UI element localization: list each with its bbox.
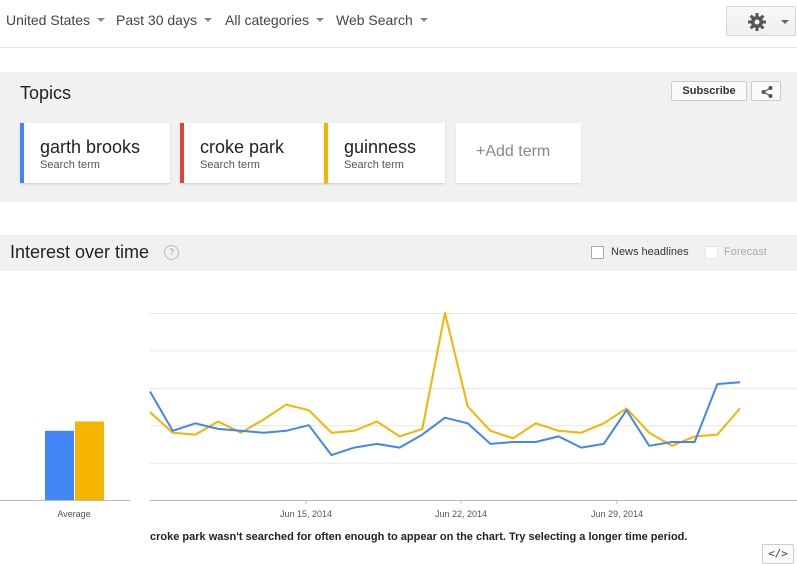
term-sublabel: Search term <box>40 159 100 171</box>
series-line-garth-brooks <box>149 381 741 457</box>
term-color-bar <box>324 123 328 183</box>
chevron-down-icon <box>316 18 325 23</box>
x-tick-label: Jun 15, 2014 <box>280 509 332 519</box>
interest-chart: Average Jun 15, 2014 Jun 22, 2014 Jun 29, 2… <box>0 312 797 519</box>
news-headlines-label: News headlines <box>611 246 689 258</box>
gear-icon <box>748 13 766 31</box>
interest-header: Interest over time ? News headlines Fore… <box>0 235 797 271</box>
settings-button[interactable] <box>726 6 796 36</box>
term-label: garth brooks <box>40 137 141 157</box>
search-type-dropdown[interactable]: Web Search <box>336 12 428 28</box>
time-label: Past 30 days <box>116 12 197 28</box>
series-line-guinness <box>149 312 741 447</box>
share-button[interactable] <box>751 81 781 101</box>
add-term-label: +Add term <box>476 143 551 160</box>
time-dropdown[interactable]: Past 30 days <box>116 12 212 28</box>
add-term-button[interactable]: +Add term <box>456 123 581 183</box>
search-type-label: Web Search <box>336 12 413 28</box>
share-icon <box>761 86 773 98</box>
average-label: Average <box>57 509 90 519</box>
term-label: guinness <box>344 137 417 157</box>
help-icon[interactable]: ? <box>164 245 179 260</box>
category-label: All categories <box>225 12 310 28</box>
topics-title: Topics <box>20 83 72 103</box>
region-label: United States <box>6 12 91 28</box>
x-tick-label: Jun 29, 2014 <box>591 509 643 519</box>
average-bar-garth-brooks <box>45 430 74 500</box>
warning-message: croke park wasn't searched for often eno… <box>150 531 688 543</box>
term-sublabel: Search term <box>344 159 404 171</box>
chevron-down-icon <box>203 18 212 23</box>
topics-panel: Topics Subscribe garth brooks Search ter… <box>0 72 797 202</box>
term-sublabel: Search term <box>200 159 260 171</box>
filter-bar: United States Past 30 days All categorie… <box>0 0 797 48</box>
category-dropdown[interactable]: All categories <box>225 12 325 28</box>
region-dropdown[interactable]: United States <box>6 12 106 28</box>
term-card-guinness[interactable]: guinness Search term <box>324 123 445 183</box>
x-tick-label: Jun 22, 2014 <box>435 509 487 519</box>
forecast-checkbox[interactable] <box>705 246 718 259</box>
term-card-croke-park[interactable]: croke park Search term <box>180 123 330 183</box>
interest-title: Interest over time <box>10 242 150 262</box>
term-card-garth-brooks[interactable]: garth brooks Search term <box>20 123 170 183</box>
term-label: croke park <box>200 137 285 157</box>
term-color-bar <box>180 123 184 183</box>
chevron-down-icon <box>419 18 428 23</box>
chevron-down-icon <box>781 20 789 24</box>
chevron-down-icon <box>97 18 106 23</box>
news-headlines-checkbox[interactable] <box>591 246 604 259</box>
subscribe-button[interactable]: Subscribe <box>671 81 747 101</box>
embed-button[interactable]: </> <box>762 544 794 564</box>
forecast-label: Forecast <box>724 246 767 258</box>
term-color-bar <box>20 123 24 183</box>
average-bar-guinness <box>75 421 104 500</box>
